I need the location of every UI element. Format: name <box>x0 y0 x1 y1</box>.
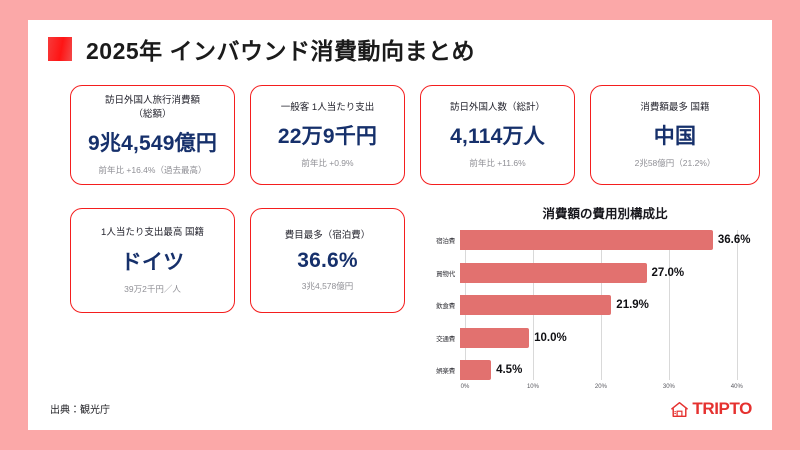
chart-bar-track: 4.5% <box>460 360 764 380</box>
chart-bar-track: 21.9% <box>460 295 764 315</box>
stat-card-label: 訪日外国人旅行消費額 （総額） <box>104 94 200 120</box>
chart-x-tick-label: 10% <box>526 384 539 390</box>
stat-card-top-per-capita-country: 1人当たり支出最高 国籍 ドイツ 39万2千円／人 <box>70 208 235 313</box>
stat-card-label: 一般客 1人当たり支出 <box>280 101 375 113</box>
chart-bar-row: 宿泊費 36.6% <box>424 230 764 250</box>
chart-bar <box>460 327 530 348</box>
tripto-logo: TRIPTO <box>670 399 752 419</box>
stat-card-sub: 前年比 +16.4%（過去最高） <box>98 165 207 176</box>
chart-bar-value-label: 10.0% <box>534 331 567 344</box>
header-accent-square-icon <box>48 37 72 61</box>
chart-bar-value-label: 27.0% <box>651 266 685 279</box>
chart-bar <box>460 262 647 283</box>
chart-gridline <box>736 230 738 380</box>
chart-bar-row: 買物代 27.0% <box>424 262 764 283</box>
chart-x-tick-label: 40% <box>730 384 743 390</box>
chart-category-label: 宿泊費 <box>436 238 455 245</box>
chart-bar-track: 10.0% <box>460 327 764 348</box>
chart-bar-row: 娯楽費 4.5% <box>424 360 764 380</box>
chart-x-tick-label: 20% <box>594 384 607 390</box>
chart-category-label: 買物代 <box>436 270 455 278</box>
stat-card-total-spend: 訪日外国人旅行消費額 （総額） 9兆4,549億円 前年比 +16.4%（過去最… <box>70 85 235 185</box>
source-note: 出典：観光庁 <box>50 405 110 416</box>
stat-card-value: 22万9千円 <box>277 125 378 149</box>
chart-x-tick-label: 0% <box>460 384 470 390</box>
chart-bar-row: 交通費 10.0% <box>424 327 764 348</box>
stat-card-label: 訪日外国人数（総計） <box>449 101 545 113</box>
stat-card-sub: 前年比 +0.9% <box>301 158 354 169</box>
chart-bar-value-label: 21.9% <box>616 299 649 311</box>
stat-card-sub: 39万2千円／人 <box>124 283 181 294</box>
stat-card-visitor-count: 訪日外国人数（総計） 4,114万人 前年比 +11.6% <box>420 85 575 185</box>
stat-card-value: 9兆4,549億円 <box>87 132 218 156</box>
stat-card-label: 費目最多（宿泊費） <box>284 230 371 242</box>
stat-card-value: 4,114万人 <box>450 125 545 149</box>
stat-card-value: 36.6% <box>297 248 358 272</box>
chart-bar <box>460 295 612 315</box>
content-panel: 2025年 インバウンド消費動向まとめ 訪日外国人旅行消費額 （総額） 9兆4,… <box>28 20 772 430</box>
stat-card-sub: 2兆58億円（21.2%） <box>634 158 716 169</box>
chart-category-label: 娯楽費 <box>436 368 455 375</box>
chart-title: 消費額の費用別構成比 <box>542 207 668 221</box>
chart-bar-value-label: 36.6% <box>717 234 751 246</box>
chart-bar-track: 27.0% <box>460 262 764 283</box>
stat-card-per-capita-spend: 一般客 1人当たり支出 22万9千円 前年比 +0.9% <box>250 85 405 185</box>
house-icon <box>671 401 689 417</box>
stat-card-value: 中国 <box>653 125 697 149</box>
stat-card-label: 消費額最多 国籍 <box>640 101 710 113</box>
stat-card-top-expense-category: 費目最多（宿泊費） 36.6% 3兆4,578億円 <box>250 208 405 313</box>
expense-composition-chart: 消費額の費用別構成比 宿泊費 36.6% 買物代 27.0% 飲食費 21.9% 交通費 10… <box>424 203 764 408</box>
chart-category-label: 交通費 <box>436 335 455 343</box>
chart-x-tick-label: 30% <box>662 384 675 390</box>
stat-card-sub: 3兆4,578億円 <box>301 280 354 291</box>
chart-x-axis: 0% 10% 20% 30% 40% <box>461 382 764 398</box>
chart-gridline <box>668 230 670 380</box>
chart-bar-rows: 宿泊費 36.6% 買物代 27.0% 飲食費 21.9% 交通費 10.0% 娯楽費 4.5% <box>424 230 764 380</box>
chart-plot-area: 宿泊費 36.6% 買物代 27.0% 飲食費 21.9% 交通費 10.0% 娯楽費 4.5% … <box>424 230 764 398</box>
logo-wordmark: TRIPTO <box>692 399 752 418</box>
chart-bar <box>460 230 713 250</box>
chart-bar <box>460 360 492 380</box>
stat-card-sub: 前年比 +11.6% <box>469 158 526 169</box>
page-header: 2025年 インバウンド消費動向まとめ <box>48 32 475 66</box>
stat-card-value: ドイツ <box>120 250 185 274</box>
stat-card-top-spending-country: 消費額最多 国籍 中国 2兆58億円（21.2%） <box>590 85 760 185</box>
stat-card-label: 1人当たり支出最高 国籍 <box>101 227 204 239</box>
chart-bar-row: 飲食費 21.9% <box>424 295 764 315</box>
chart-bar-value-label: 4.5% <box>496 364 523 376</box>
chart-category-label: 飲食費 <box>436 303 455 310</box>
chart-bar-track: 36.6% <box>460 230 764 250</box>
page-title: 2025年 インバウンド消費動向まとめ <box>86 38 476 64</box>
